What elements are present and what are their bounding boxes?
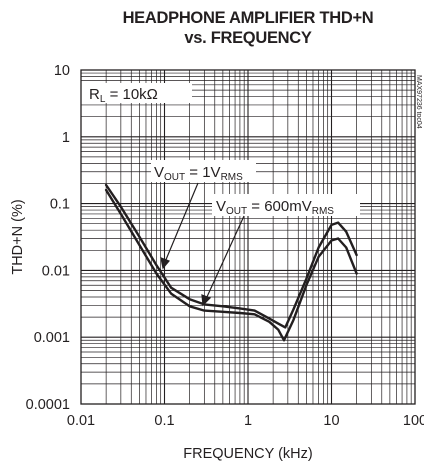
series-2-arrowhead [201, 294, 212, 307]
series-1-line [104, 183, 358, 329]
series-2-line [104, 188, 358, 342]
series-2-label: VOUT = 600mVRMS [216, 198, 334, 217]
series-1-label: VOUT = 1VRMS [154, 164, 243, 183]
grid [81, 70, 415, 404]
series-2-arrow-line [205, 215, 245, 300]
tick-labels: 0.01 0.1 1 10 100 0.0001 0.001 0.01 0.1 1 10 [26, 63, 424, 429]
series-lines [104, 183, 358, 342]
series-1-arrow-line [164, 182, 199, 263]
y-tick-label: 0.01 [42, 263, 70, 279]
series-1-arrowhead [160, 257, 171, 270]
condition-label: RL = 10kΩ [89, 86, 158, 105]
x-tick-label: 1 [244, 413, 252, 429]
y-tick-label: 1 [62, 130, 70, 146]
y-tick-label: 0.001 [34, 330, 70, 346]
x-axis-label: FREQUENCY (kHz) [183, 446, 312, 462]
chart-title-line-2: vs. FREQUENCY [184, 29, 312, 47]
series-1-label-box [151, 160, 256, 182]
y-tick-label: 10 [54, 63, 70, 79]
x-tick-label: 0.01 [67, 413, 95, 429]
y-tick-label: 0.0001 [26, 397, 70, 413]
condition-label-box [81, 83, 192, 103]
x-tick-label: 100 [403, 413, 424, 429]
label-arrows [160, 182, 245, 307]
x-tick-label: 0.1 [154, 413, 174, 429]
y-axis-label: THD+N (%) [10, 199, 26, 274]
plot-frame [80, 69, 416, 405]
y-tick-label: 0.1 [50, 197, 70, 213]
chart-title-line-1: HEADPHONE AMPLIFIER THD+N [122, 9, 374, 27]
figure-id-watermark: MAX97236 toc04 [415, 75, 422, 129]
chart-title: HEADPHONE AMPLIFIER THD+N vs. FREQUENCY [80, 8, 416, 48]
series-2-label-box [212, 194, 360, 216]
x-tick-label: 10 [323, 413, 339, 429]
